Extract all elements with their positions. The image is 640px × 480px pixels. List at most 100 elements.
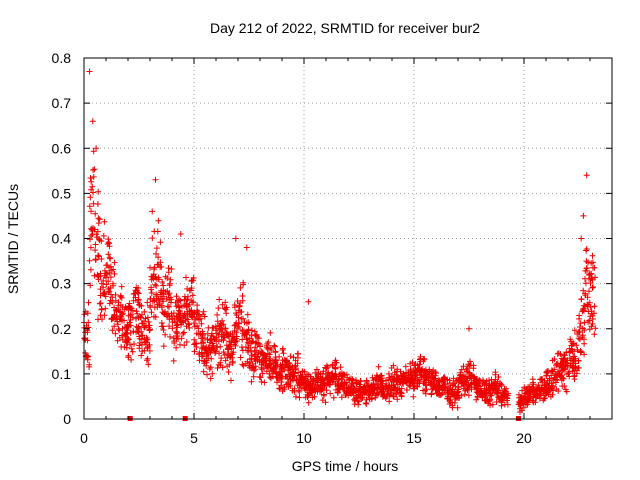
data-point (238, 315, 245, 322)
data-point (125, 323, 132, 330)
data-point (589, 259, 596, 266)
data-point (489, 401, 496, 408)
data-point (143, 357, 150, 364)
data-point (232, 235, 239, 242)
data-point (194, 322, 201, 329)
y-axis-title: SRMTID / TECUs (5, 184, 21, 294)
data-point (247, 344, 254, 351)
data-point (412, 372, 418, 378)
data-point (90, 173, 97, 180)
data-point (157, 239, 164, 246)
data-point (554, 350, 561, 357)
data-point (320, 377, 327, 384)
data-point (103, 262, 110, 269)
data-point (353, 377, 359, 384)
data-point (118, 316, 124, 323)
data-point (526, 392, 533, 399)
data-point (276, 353, 283, 360)
data-point (272, 348, 279, 355)
data-point (107, 274, 114, 281)
data-point (167, 333, 173, 340)
data-point (438, 377, 445, 384)
data-point (145, 361, 152, 368)
data-point (566, 355, 573, 362)
data-point (504, 392, 511, 399)
data-point (216, 296, 223, 303)
data-point (164, 275, 171, 282)
data-point (580, 212, 587, 219)
data-point (158, 263, 165, 270)
data-point (246, 335, 253, 342)
data-point (504, 401, 511, 408)
data-point (160, 298, 167, 305)
data-point (134, 289, 141, 296)
data-point (337, 364, 344, 371)
data-point (87, 194, 94, 201)
data-point (499, 393, 506, 400)
data-point (581, 307, 587, 314)
data-point (91, 166, 98, 173)
data-point (188, 297, 195, 304)
data-point (257, 374, 264, 381)
data-point (538, 376, 545, 383)
data-point (320, 391, 327, 398)
data-point (560, 375, 567, 382)
x-tick-label: 15 (406, 430, 422, 446)
data-point (165, 265, 172, 272)
data-point (214, 311, 221, 318)
data-point (252, 357, 259, 364)
data-point (133, 284, 140, 291)
data-point (229, 358, 236, 365)
data-point (398, 390, 405, 397)
data-point (90, 167, 97, 173)
data-point (589, 252, 596, 259)
data-point (216, 322, 223, 329)
data-point (577, 349, 584, 356)
data-point (215, 305, 222, 312)
data-point (106, 269, 113, 276)
data-point (248, 378, 255, 385)
data-point (158, 291, 165, 298)
data-point (87, 266, 94, 273)
data-point (129, 307, 136, 314)
data-point (153, 245, 160, 252)
data-point (92, 210, 99, 217)
data-point (87, 282, 94, 289)
data-point (524, 399, 531, 406)
data-point (169, 325, 176, 332)
data-point (225, 369, 232, 375)
data-point (185, 320, 192, 327)
data-point (578, 235, 585, 242)
data-point (292, 393, 299, 400)
data-point (292, 362, 299, 369)
data-point (126, 319, 133, 326)
data-point (441, 374, 448, 381)
data-point (181, 342, 188, 349)
data-point (111, 270, 118, 277)
data-point (422, 366, 429, 373)
data-point (296, 379, 303, 386)
data-point (428, 391, 435, 398)
data-point (106, 288, 113, 295)
data-point (266, 374, 273, 381)
data-point (576, 312, 583, 319)
data-point (323, 387, 330, 394)
data-point (488, 376, 495, 383)
data-point (400, 370, 407, 377)
data-point (232, 321, 239, 328)
data-point (87, 175, 94, 182)
data-point (180, 330, 186, 337)
data-point (186, 301, 193, 308)
data-point (232, 304, 238, 311)
data-point (240, 362, 247, 369)
data-point (135, 297, 142, 304)
data-point (244, 319, 250, 326)
data-point (561, 352, 568, 359)
data-point (138, 336, 145, 343)
data-point (112, 291, 119, 298)
data-point (588, 323, 595, 330)
data-point (97, 286, 104, 293)
data-point (118, 294, 125, 301)
data-point (231, 322, 238, 329)
data-point (148, 290, 155, 296)
